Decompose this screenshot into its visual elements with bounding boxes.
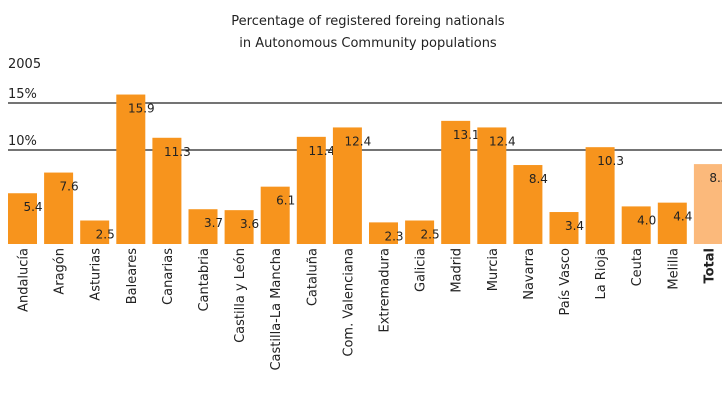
value-label: 5.4 bbox=[23, 200, 42, 214]
y-tick-label: 10% bbox=[8, 134, 37, 149]
x-tick-label: Melilla bbox=[666, 248, 681, 290]
bar bbox=[693, 164, 722, 244]
x-tick-label: Baleares bbox=[125, 248, 140, 305]
x-tick-label: Com. Valenciana bbox=[341, 248, 356, 357]
value-label: 11.4 bbox=[308, 144, 335, 158]
bar bbox=[80, 220, 110, 244]
value-label: 8.5 bbox=[709, 171, 722, 185]
bar bbox=[513, 165, 543, 244]
value-label: 3.4 bbox=[565, 219, 584, 233]
x-tick-label: Extremadura bbox=[378, 248, 393, 333]
value-label: 10.3 bbox=[597, 154, 624, 168]
bar bbox=[585, 147, 615, 244]
bar bbox=[657, 202, 687, 244]
bar bbox=[549, 212, 579, 244]
x-tick-label: Madrid bbox=[450, 248, 465, 293]
x-tick-label: Andalucía bbox=[17, 248, 32, 312]
value-label: 8.4 bbox=[529, 172, 548, 186]
x-tick-label: Galicia bbox=[414, 248, 429, 292]
chart-title: in Autonomous Community populations bbox=[239, 36, 497, 51]
value-label: 11.3 bbox=[164, 145, 191, 159]
value-label: 12.4 bbox=[345, 134, 372, 148]
bar bbox=[441, 120, 471, 244]
value-label: 12.4 bbox=[489, 134, 516, 148]
bar bbox=[116, 94, 146, 244]
x-tick-label: La Rioja bbox=[594, 248, 609, 300]
bar bbox=[44, 172, 74, 244]
x-tick-label: Asturias bbox=[89, 248, 104, 301]
bar bbox=[152, 137, 182, 244]
x-tick-label: Castilla y León bbox=[233, 248, 248, 343]
value-label: 15.9 bbox=[128, 102, 155, 116]
bar bbox=[621, 206, 651, 244]
x-tick-label: Murcia bbox=[486, 248, 501, 291]
value-label: 4.4 bbox=[673, 210, 692, 224]
x-tick-label: Cantabria bbox=[197, 248, 212, 312]
x-tick-label: Navarra bbox=[522, 248, 537, 300]
bar bbox=[405, 220, 435, 244]
year-label: 2005 bbox=[8, 57, 41, 72]
bar bbox=[188, 209, 218, 244]
x-tick-label: Total bbox=[702, 248, 717, 284]
bar bbox=[369, 222, 398, 244]
x-tick-label: Aragón bbox=[53, 248, 68, 295]
value-label: 2.5 bbox=[96, 228, 115, 242]
value-label: 7.6 bbox=[60, 180, 79, 194]
value-label: 2.5 bbox=[421, 228, 440, 242]
bar bbox=[296, 136, 326, 244]
value-label: 3.7 bbox=[204, 216, 223, 230]
value-label: 4.0 bbox=[637, 213, 656, 227]
value-label: 6.1 bbox=[276, 194, 295, 208]
x-tick-label: Cataluña bbox=[305, 248, 320, 306]
x-tick-label: Canarias bbox=[161, 248, 176, 305]
value-label: 2.3 bbox=[384, 229, 403, 243]
x-tick-label: Castilla-La Mancha bbox=[269, 248, 284, 371]
value-label: 13.1 bbox=[453, 128, 480, 142]
bar bbox=[332, 127, 362, 244]
y-tick-label: 15% bbox=[8, 87, 37, 102]
x-tick-label: Ceuta bbox=[630, 248, 645, 286]
bar bbox=[260, 186, 290, 244]
bar bbox=[224, 210, 254, 244]
chart-title: Percentage of registered foreing nationa… bbox=[231, 14, 505, 29]
x-tick-label: País Vasco bbox=[558, 248, 573, 316]
bar bbox=[477, 127, 507, 244]
value-label: 3.6 bbox=[240, 217, 259, 231]
bar bbox=[8, 193, 37, 244]
